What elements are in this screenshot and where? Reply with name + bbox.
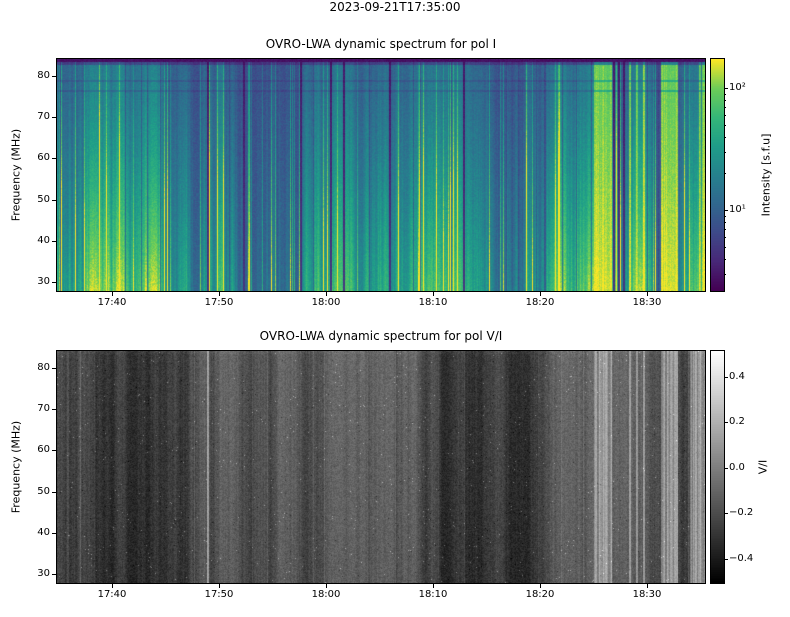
y-tick-label: 60: [37, 444, 50, 455]
colorbar-minor-tick: [724, 125, 726, 126]
x-tick: [219, 292, 220, 296]
y-tick: [52, 450, 56, 451]
x-tick: [326, 292, 327, 296]
x-tick: [433, 292, 434, 296]
colorbar-frame-pol-vi: [710, 350, 725, 584]
x-tick: [219, 584, 220, 588]
y-tick: [52, 533, 56, 534]
colorbar-major-tick: [724, 559, 728, 560]
colorbar-tick-label: 0.0: [729, 461, 745, 473]
y-tick: [52, 200, 56, 201]
axes-frame-pol-vi: [56, 350, 706, 584]
y-tick-label: 30: [37, 276, 50, 287]
y-tick: [52, 241, 56, 242]
x-tick-label: 18:20: [525, 589, 555, 600]
colorbar-pol-i: [711, 59, 724, 291]
y-axis-label-pol-vi: Frequency (MHz): [9, 420, 23, 514]
colorbar-major-tick: [724, 468, 728, 469]
x-tick-label: 18:00: [311, 297, 341, 308]
colorbar-major-tick: [724, 377, 728, 378]
colorbar-major-tick: [724, 210, 728, 211]
x-tick: [647, 292, 648, 296]
x-tick-label: 18:30: [632, 589, 662, 600]
x-tick: [647, 584, 648, 588]
colorbar-frame-pol-i: [710, 58, 725, 292]
y-tick-label: 70: [37, 403, 50, 414]
colorbar-pol-vi: [711, 351, 724, 583]
colorbar-major-tick: [724, 88, 728, 89]
colorbar-tick-label: 0.4: [729, 370, 745, 382]
colorbar-label-pol-i: Intensity [s.f.u]: [759, 133, 773, 217]
y-tick: [52, 282, 56, 283]
y-tick: [52, 368, 56, 369]
colorbar-minor-tick: [724, 100, 726, 101]
y-tick: [52, 117, 56, 118]
x-tick-label: 18:00: [311, 589, 341, 600]
x-tick-label: 18:20: [525, 297, 555, 308]
axes-frame-pol-i: [56, 58, 706, 292]
x-tick-label: 18:10: [418, 297, 448, 308]
colorbar-major-tick: [724, 513, 728, 514]
colorbar-minor-tick: [724, 237, 726, 238]
x-tick-label: 17:50: [204, 297, 234, 308]
colorbar-minor-tick: [724, 222, 726, 223]
colorbar-tick-label: 0.2: [729, 416, 745, 427]
colorbar-minor-tick: [724, 274, 726, 275]
y-tick-label: 40: [37, 235, 50, 246]
colorbar-tick-label: 10²: [729, 82, 746, 93]
y-tick-label: 80: [37, 70, 50, 81]
y-tick-label: 70: [37, 111, 50, 122]
y-tick: [52, 574, 56, 575]
y-tick-label: 60: [37, 152, 50, 163]
colorbar-label-pol-vi: V/I: [756, 459, 770, 475]
x-tick-label: 18:10: [418, 589, 448, 600]
y-tick-label: 80: [37, 362, 50, 373]
y-tick: [52, 492, 56, 493]
colorbar-minor-tick: [724, 259, 726, 260]
figure-title: 2023-09-21T17:35:00: [329, 0, 461, 14]
x-tick: [112, 292, 113, 296]
x-tick-label: 18:30: [632, 297, 662, 308]
x-tick: [540, 292, 541, 296]
colorbar-minor-tick: [724, 107, 726, 108]
y-tick: [52, 76, 56, 77]
y-axis-label-pol-i: Frequency (MHz): [9, 128, 23, 222]
plot-title-pol-vi: OVRO-LWA dynamic spectrum for pol V/I: [259, 329, 503, 343]
colorbar-minor-tick: [724, 137, 726, 138]
y-tick: [52, 409, 56, 410]
x-tick: [540, 584, 541, 588]
colorbar-minor-tick: [724, 152, 726, 153]
colorbar-minor-tick: [724, 229, 726, 230]
colorbar-minor-tick: [724, 115, 726, 116]
colorbar-minor-tick: [724, 173, 726, 174]
y-tick-label: 50: [37, 194, 50, 205]
spectrogram-canvas-pol-vi: [57, 351, 705, 583]
colorbar-minor-tick: [724, 94, 726, 95]
y-tick: [52, 158, 56, 159]
x-tick: [112, 584, 113, 588]
colorbar-tick-label: −0.4: [729, 552, 754, 564]
x-tick-label: 17:40: [97, 297, 127, 308]
y-tick-label: 50: [37, 486, 50, 497]
x-tick-label: 17:50: [204, 589, 234, 600]
x-tick: [433, 584, 434, 588]
x-tick: [326, 584, 327, 588]
colorbar-minor-tick: [724, 216, 726, 217]
y-tick-label: 40: [37, 527, 50, 538]
y-tick-label: 30: [37, 568, 50, 579]
spectrogram-canvas-pol-i: [57, 59, 705, 291]
colorbar-minor-tick: [724, 247, 726, 248]
colorbar-tick-label: −0.2: [729, 507, 754, 518]
colorbar-tick-label: 10¹: [729, 204, 746, 215]
plot-title-pol-i: OVRO-LWA dynamic spectrum for pol I: [265, 37, 497, 51]
colorbar-major-tick: [724, 422, 728, 423]
x-tick-label: 17:40: [97, 589, 127, 600]
